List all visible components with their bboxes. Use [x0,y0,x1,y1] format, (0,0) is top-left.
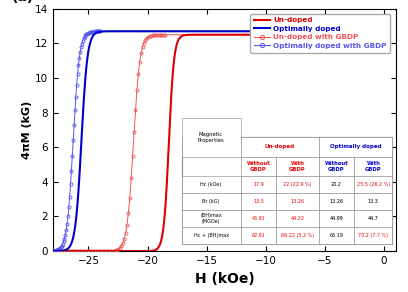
Text: (a): (a) [12,0,34,4]
Y-axis label: 4πM (kG): 4πM (kG) [22,101,32,159]
X-axis label: H (kOe): H (kOe) [195,272,254,286]
Legend: Un-doped, Optimally doped, Un-doped with GBDP, Optimally doped with GBDP: Un-doped, Optimally doped, Un-doped with… [251,14,390,53]
